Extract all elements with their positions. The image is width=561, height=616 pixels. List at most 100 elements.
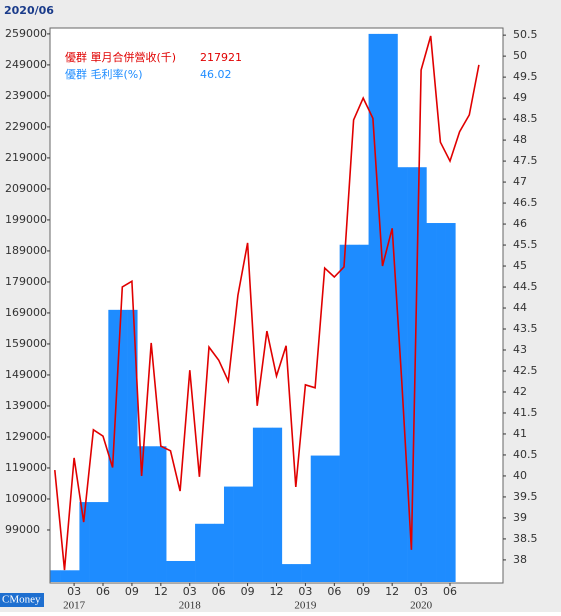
y2-tick-label: 50 (513, 49, 527, 62)
y-tick-label: 259000 (5, 27, 47, 40)
bar (407, 167, 418, 582)
x-tick-label: 06 (443, 585, 457, 598)
y2-tick-label: 41 (513, 427, 527, 440)
bar (117, 309, 128, 582)
x-tick-label: 06 (96, 585, 110, 598)
x-tick-label: 03 (298, 585, 312, 598)
watermark: CMoney (2, 594, 41, 606)
y2-tick-label: 44.5 (513, 280, 538, 293)
bar (185, 560, 196, 582)
bar (204, 523, 215, 582)
y2-tick-label: 42 (513, 385, 527, 398)
x-tick-label: 09 (356, 585, 370, 598)
x-tick-label: 03 (183, 585, 197, 598)
y-tick-label: 239000 (5, 89, 47, 102)
legend-value: 217921 (200, 51, 242, 64)
x-year-label: 2017 (63, 600, 86, 612)
bar (233, 486, 244, 582)
bar (262, 427, 273, 582)
chart-title: 2020/06 (4, 4, 54, 17)
y2-tick-label: 46.5 (513, 196, 538, 209)
y-tick-label: 179000 (5, 275, 47, 288)
bar (69, 570, 80, 582)
bar (397, 167, 408, 582)
bar (445, 223, 456, 582)
bar (137, 446, 148, 582)
y2-tick-label: 47.5 (513, 154, 538, 167)
bar (127, 309, 138, 582)
bar (378, 33, 389, 583)
bar (89, 502, 99, 582)
y2-tick-label: 48 (513, 133, 527, 146)
x-tick-label: 06 (212, 585, 226, 598)
y-tick-label: 129000 (5, 430, 47, 443)
line (54, 35, 480, 571)
x-tick-label: 12 (154, 585, 168, 598)
y2-tick-label: 39 (513, 511, 527, 524)
bar (146, 446, 157, 582)
y-tick-label: 99000 (5, 523, 40, 536)
bar (272, 427, 283, 582)
x-year-label: 2020 (410, 600, 433, 612)
bar (166, 560, 177, 582)
bar (436, 223, 446, 582)
y-tick-label: 189000 (5, 244, 47, 257)
bar (416, 167, 427, 582)
bar (243, 486, 254, 582)
bar (195, 523, 206, 582)
bar (291, 564, 302, 582)
bar (156, 446, 167, 582)
y2-tick-label: 40 (513, 469, 527, 482)
y-tick-label: 169000 (5, 306, 47, 319)
y2-tick-label: 49.5 (513, 70, 538, 83)
y-tick-label: 229000 (5, 120, 47, 133)
x-tick-label: 09 (125, 585, 139, 598)
y-tick-label: 159000 (5, 337, 47, 350)
y2-tick-label: 49 (513, 91, 527, 104)
y2-tick-label: 46 (513, 217, 527, 230)
y-tick-label: 119000 (5, 461, 47, 474)
bar (281, 564, 292, 582)
y2-tick-label: 45 (513, 259, 527, 272)
x-tick-label: 03 (67, 585, 81, 598)
bar (368, 33, 379, 583)
y2-tick-label: 50.5 (513, 28, 538, 41)
y2-tick-label: 38 (513, 553, 527, 566)
bar (50, 570, 61, 582)
bar (98, 502, 109, 582)
y2-tick-label: 48.5 (513, 112, 538, 125)
bar (60, 570, 71, 582)
bar (175, 560, 186, 582)
x-tick-label: 06 (327, 585, 341, 598)
legend-label: 優群 單月合併營收(千) (65, 50, 176, 64)
y2-tick-label: 39.5 (513, 490, 538, 503)
bar (358, 244, 369, 582)
x-tick-label: 12 (385, 585, 399, 598)
bar (252, 427, 263, 582)
y-tick-label: 219000 (5, 151, 47, 164)
y2-tick-label: 47 (513, 175, 527, 188)
y2-tick-label: 45.5 (513, 238, 538, 251)
legend-value: 46.02 (200, 68, 232, 81)
bar (320, 455, 331, 582)
x-year-label: 2018 (179, 600, 202, 612)
bar (339, 244, 350, 582)
x-tick-label: 03 (414, 585, 428, 598)
bar (214, 523, 225, 582)
y-tick-label: 139000 (5, 399, 47, 412)
y2-tick-label: 43 (513, 343, 527, 356)
y-tick-label: 199000 (5, 213, 47, 226)
bar (426, 223, 437, 582)
bar (330, 455, 340, 582)
watermark-box (0, 593, 44, 607)
bar (349, 244, 360, 582)
bar (310, 455, 321, 582)
y2-tick-label: 42.5 (513, 364, 538, 377)
legend-label: 優群 毛利率(%) (65, 67, 143, 81)
bar (301, 564, 312, 582)
y-tick-label: 109000 (5, 492, 47, 505)
bar (79, 502, 90, 582)
x-year-label: 2019 (294, 600, 317, 612)
x-tick-label: 09 (241, 585, 255, 598)
